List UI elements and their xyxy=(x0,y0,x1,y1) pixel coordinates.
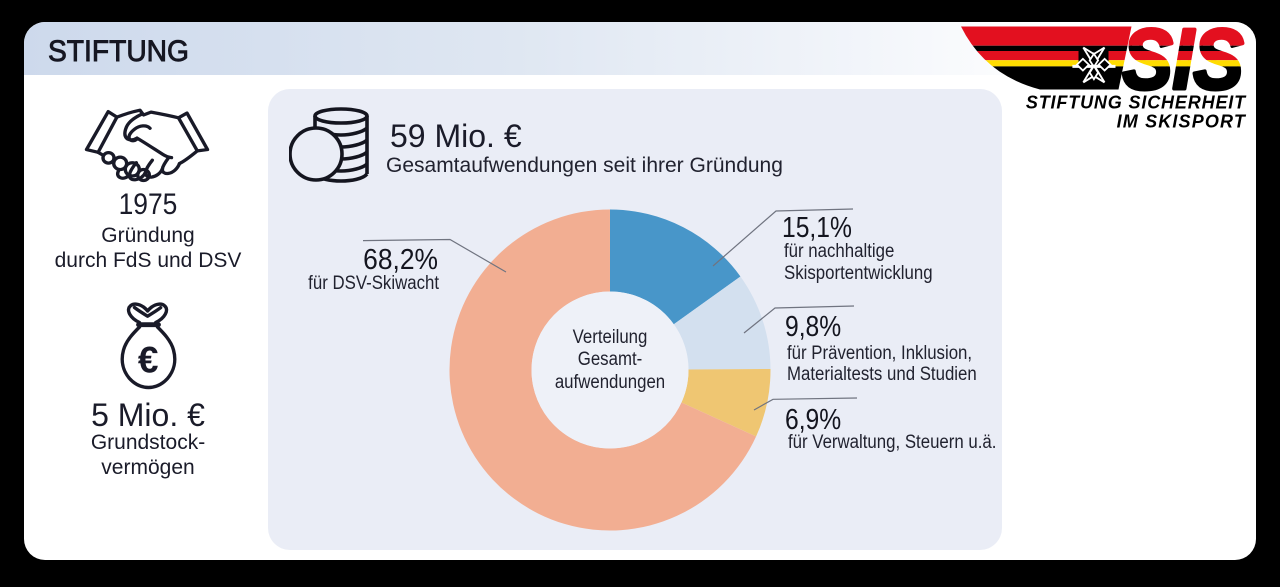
svg-text:€: € xyxy=(138,340,159,381)
svg-text:STIFTUNG SICHERHEIT: STIFTUNG SICHERHEIT xyxy=(1026,93,1247,113)
svg-text:SIS: SIS xyxy=(1123,22,1244,108)
svg-text:IM SKISPORT: IM SKISPORT xyxy=(1117,112,1247,132)
